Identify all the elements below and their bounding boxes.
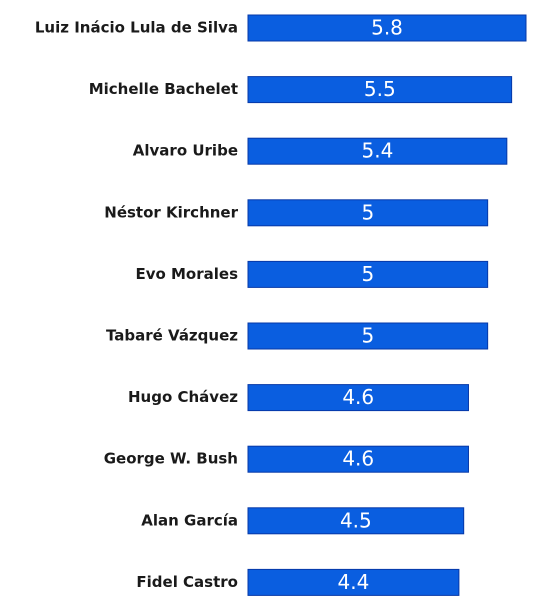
bar-value-label: 5.8 xyxy=(371,16,403,40)
bar-value-label: 4.6 xyxy=(342,385,374,409)
bar-value-label: 4.5 xyxy=(340,508,372,532)
bar-value-label: 5.4 xyxy=(362,139,394,163)
bar xyxy=(247,199,489,227)
bar-value-label: 5 xyxy=(361,200,374,224)
category-label: Fidel Castro xyxy=(136,573,238,591)
bar xyxy=(247,507,465,535)
bar-value-label: 4.6 xyxy=(342,447,374,471)
bar-value-label: 5 xyxy=(361,324,374,348)
category-label: Néstor Kirchner xyxy=(104,203,238,221)
category-label: George W. Bush xyxy=(104,450,238,468)
bar xyxy=(247,568,460,596)
category-label: Alan García xyxy=(141,511,238,529)
bar-value-label: 4.4 xyxy=(338,570,370,594)
category-label: Luiz Inácio Lula de Silva xyxy=(35,19,238,37)
bar xyxy=(247,384,469,412)
category-label: Evo Morales xyxy=(135,265,238,283)
category-label: Hugo Chávez xyxy=(128,388,238,406)
bar xyxy=(247,76,513,104)
category-label: Alvaro Uribe xyxy=(133,142,238,160)
bar xyxy=(247,260,489,288)
bar xyxy=(247,14,527,42)
bar-value-label: 5.5 xyxy=(364,77,396,101)
bar xyxy=(247,445,469,473)
category-label: Michelle Bachelet xyxy=(89,80,238,98)
category-labels: Luiz Inácio Lula de Silva Michelle Bachel… xyxy=(35,19,239,591)
bar xyxy=(247,137,508,165)
bar xyxy=(247,322,489,350)
bars: 5.8 5.5 5.4 5 5 5 4.6 4.6 4.5 4.4 xyxy=(247,14,527,596)
category-label: Tabaré Vázquez xyxy=(106,327,238,345)
bar-value-label: 5 xyxy=(361,262,374,286)
